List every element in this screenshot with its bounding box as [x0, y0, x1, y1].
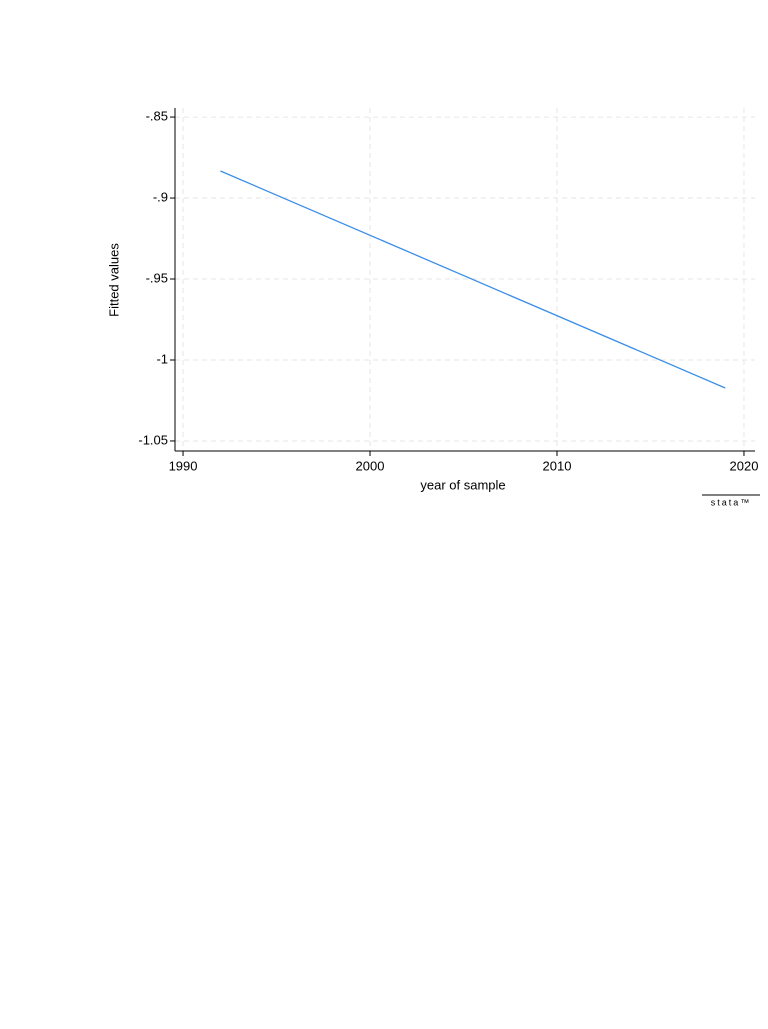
y-tick-label: -1	[156, 351, 168, 366]
x-axis-label: year of sample	[420, 477, 505, 492]
y-tick-label: -.95	[146, 270, 168, 285]
x-tick-label: 2000	[356, 458, 385, 473]
y-tick-label: -.9	[153, 189, 168, 204]
y-tick-label: -1.05	[138, 432, 168, 447]
fitted-line	[220, 170, 726, 389]
logo: stata™	[711, 497, 752, 507]
y-tick-label: -.85	[146, 109, 168, 124]
y-axis-label: Fitted values	[106, 243, 121, 317]
x-tick-label: 1990	[169, 458, 198, 473]
x-tick-label: 2010	[543, 458, 572, 473]
x-tick-label: 2020	[730, 458, 759, 473]
